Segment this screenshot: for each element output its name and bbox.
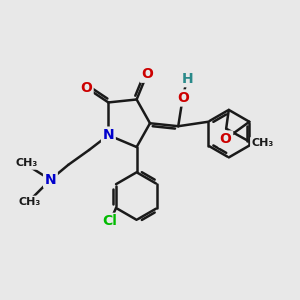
- Text: O: O: [80, 81, 92, 94]
- Text: O: O: [141, 67, 153, 81]
- Text: O: O: [177, 91, 189, 105]
- Text: N: N: [103, 128, 114, 142]
- Text: CH₃: CH₃: [16, 158, 38, 168]
- Text: O: O: [220, 132, 232, 146]
- Text: N: N: [45, 173, 56, 187]
- Text: Cl: Cl: [103, 214, 118, 228]
- Text: CH₃: CH₃: [251, 138, 274, 148]
- Text: H: H: [181, 72, 193, 86]
- Text: CH₃: CH₃: [19, 197, 41, 207]
